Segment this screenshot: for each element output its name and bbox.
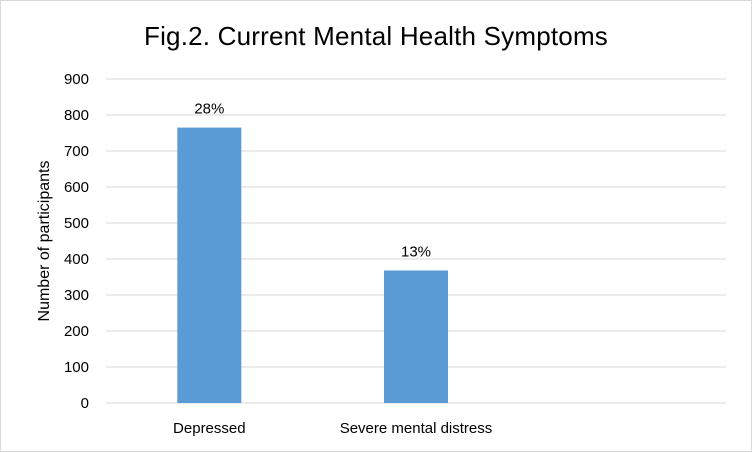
x-axis-ticks: Depressed Severe mental distress xyxy=(173,420,492,437)
y-tick-label: 600 xyxy=(64,179,89,196)
x-tick-label: Depressed xyxy=(173,420,246,437)
y-axis-ticks: 0 100 200 300 400 500 600 700 800 900 xyxy=(64,71,89,412)
y-tick-label: 700 xyxy=(64,143,89,160)
bars xyxy=(177,127,448,403)
bar xyxy=(384,270,448,403)
y-tick-label: 200 xyxy=(64,323,89,340)
y-tick-label: 900 xyxy=(64,71,89,88)
y-tick-label: 800 xyxy=(64,107,89,124)
y-axis-title: Number of participants xyxy=(36,161,53,322)
y-tick-label: 0 xyxy=(81,395,89,412)
x-tick-label: Severe mental distress xyxy=(340,420,493,437)
y-tick-label: 300 xyxy=(64,287,89,304)
data-label: 28% xyxy=(194,101,224,118)
bar xyxy=(177,127,242,403)
data-labels: 28% 13% xyxy=(194,101,431,261)
y-tick-label: 100 xyxy=(64,359,89,376)
data-label: 13% xyxy=(401,244,431,261)
y-tick-label: 500 xyxy=(64,215,89,232)
y-tick-label: 400 xyxy=(64,251,89,268)
chart-title: Fig.2. Current Mental Health Symptoms xyxy=(143,21,608,51)
